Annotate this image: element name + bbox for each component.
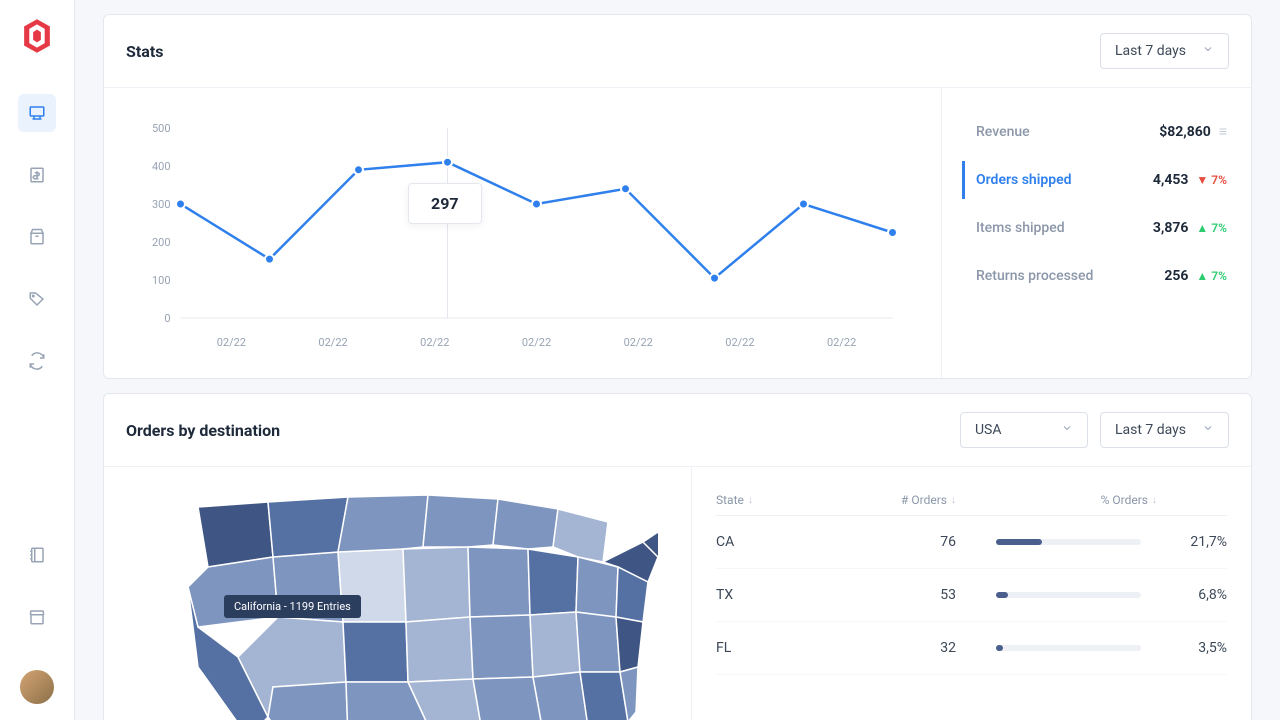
map-tooltip: California - 1199 Entries [224, 595, 361, 618]
th-state[interactable]: State↓ [716, 493, 836, 507]
sidebar-bottom [18, 536, 56, 720]
cell-orders: 53 [836, 587, 956, 603]
metric-value: 3,876 [1153, 220, 1189, 236]
svg-text:02/22: 02/22 [827, 336, 856, 349]
pct-bar-fill [996, 645, 1003, 651]
chevron-down-icon [1202, 422, 1214, 438]
pct-bar-fill [996, 592, 1008, 598]
table-row[interactable]: TX 53 6,8% [716, 569, 1227, 622]
chart-tooltip: 297 [408, 183, 482, 224]
cell-orders: 32 [836, 640, 956, 656]
cell-state: FL [716, 640, 836, 656]
nav-notebook-icon[interactable] [18, 536, 56, 574]
sidebar [0, 0, 75, 720]
svg-text:100: 100 [152, 274, 171, 287]
usa-map[interactable] [138, 487, 658, 720]
cell-state: TX [716, 587, 836, 603]
svg-text:300: 300 [152, 198, 171, 211]
table-row[interactable]: CA 76 21,7% [716, 516, 1227, 569]
delta-flat-icon: ≡ [1219, 123, 1227, 140]
orders-title: Orders by destination [126, 421, 280, 440]
pct-bar-track [996, 592, 1141, 598]
metric-row[interactable]: Orders shipped 4,453 ▼ 7% [962, 161, 1231, 199]
metric-value: $82,860 [1159, 124, 1211, 140]
stats-period-label: Last 7 days [1115, 43, 1186, 59]
orders-period-label: Last 7 days [1115, 422, 1186, 438]
avatar[interactable] [20, 670, 54, 704]
nav-pricing-icon[interactable] [18, 156, 56, 194]
svg-text:02/22: 02/22 [217, 336, 246, 349]
svg-text:02/22: 02/22 [725, 336, 754, 349]
cell-pct: 21,7% [1157, 534, 1227, 550]
nav-store-icon[interactable] [18, 598, 56, 636]
stats-title: Stats [126, 42, 163, 61]
orders-controls: USA Last 7 days [960, 412, 1229, 448]
pct-bar-track [996, 539, 1141, 545]
cell-pct: 6,8% [1157, 587, 1227, 603]
svg-text:02/22: 02/22 [522, 336, 551, 349]
metric-label: Revenue [976, 124, 1030, 140]
cell-state: CA [716, 534, 836, 550]
svg-text:02/22: 02/22 [318, 336, 347, 349]
stats-period-dropdown[interactable]: Last 7 days [1100, 33, 1229, 69]
orders-card: Orders by destination USA Last 7 days [103, 393, 1252, 720]
chevron-down-icon [1061, 422, 1073, 438]
nav-dashboard-icon[interactable] [18, 94, 56, 132]
orders-card-header: Orders by destination USA Last 7 days [104, 394, 1251, 467]
delta-down-icon: ▼ 7% [1196, 173, 1227, 187]
th-pct[interactable]: % Orders↓ [996, 493, 1157, 507]
orders-table: State↓ # Orders↓ % Orders↓ CA 76 21,7%TX… [691, 467, 1251, 720]
svg-text:200: 200 [152, 236, 171, 249]
metric-row[interactable]: Items shipped 3,876 ▲ 7% [962, 209, 1231, 247]
pct-bar-fill [996, 539, 1042, 545]
svg-text:02/22: 02/22 [420, 336, 449, 349]
metric-label: Orders shipped [976, 172, 1072, 188]
stats-card-header: Stats Last 7 days [104, 15, 1251, 88]
metric-value: 4,453 [1153, 172, 1189, 188]
delta-up-icon: ▲ 7% [1196, 221, 1227, 235]
stats-metrics-panel: Revenue $82,860 ≡ Orders shipped 4,453 ▼ 7%… [941, 88, 1251, 378]
stats-body: 0 100 200 300 400 500 02/22 02/22 02/22 02/22 02/2… [104, 88, 1251, 378]
cell-orders: 76 [836, 534, 956, 550]
main-content: Stats Last 7 days 010020030040050002/220… [75, 0, 1280, 720]
orders-country-label: USA [975, 422, 1002, 438]
metric-value: 256 [1164, 268, 1188, 284]
orders-period-dropdown[interactable]: Last 7 days [1100, 412, 1229, 448]
svg-text:02/22: 02/22 [624, 336, 653, 349]
map-area: California - 1199 Entries [104, 467, 691, 720]
table-row[interactable]: FL 32 3,5% [716, 622, 1227, 675]
metric-label: Returns processed [976, 268, 1093, 284]
sort-down-icon: ↓ [951, 495, 956, 506]
th-orders[interactable]: # Orders↓ [836, 493, 956, 507]
metric-row[interactable]: Returns processed 256 ▲ 7% [962, 257, 1231, 295]
cell-pct: 3,5% [1157, 640, 1227, 656]
delta-up-icon: ▲ 7% [1196, 269, 1227, 283]
chevron-down-icon [1202, 43, 1214, 59]
line-chart: 0 100 200 300 400 500 02/22 02/22 02/22 02/22 02/2… [128, 118, 917, 358]
orders-country-dropdown[interactable]: USA [960, 412, 1088, 448]
sort-down-icon: ↓ [748, 495, 753, 506]
svg-text:400: 400 [152, 160, 171, 173]
metric-label: Items shipped [976, 220, 1065, 236]
metric-row[interactable]: Revenue $82,860 ≡ [962, 112, 1231, 151]
nav-sync-icon[interactable] [18, 342, 56, 380]
nav-tag-icon[interactable] [18, 280, 56, 318]
pct-bar-track [996, 645, 1141, 651]
svg-text:500: 500 [152, 122, 171, 135]
stats-card: Stats Last 7 days 010020030040050002/220… [103, 14, 1252, 379]
chart-area: 0 100 200 300 400 500 02/22 02/22 02/22 02/22 02/2… [104, 88, 941, 378]
svg-text:0: 0 [164, 312, 170, 325]
orders-table-header: State↓ # Orders↓ % Orders↓ [716, 485, 1227, 516]
nav-package-icon[interactable] [18, 218, 56, 256]
logo-icon [21, 18, 53, 54]
orders-body: California - 1199 Entries State↓ # Order… [104, 467, 1251, 720]
